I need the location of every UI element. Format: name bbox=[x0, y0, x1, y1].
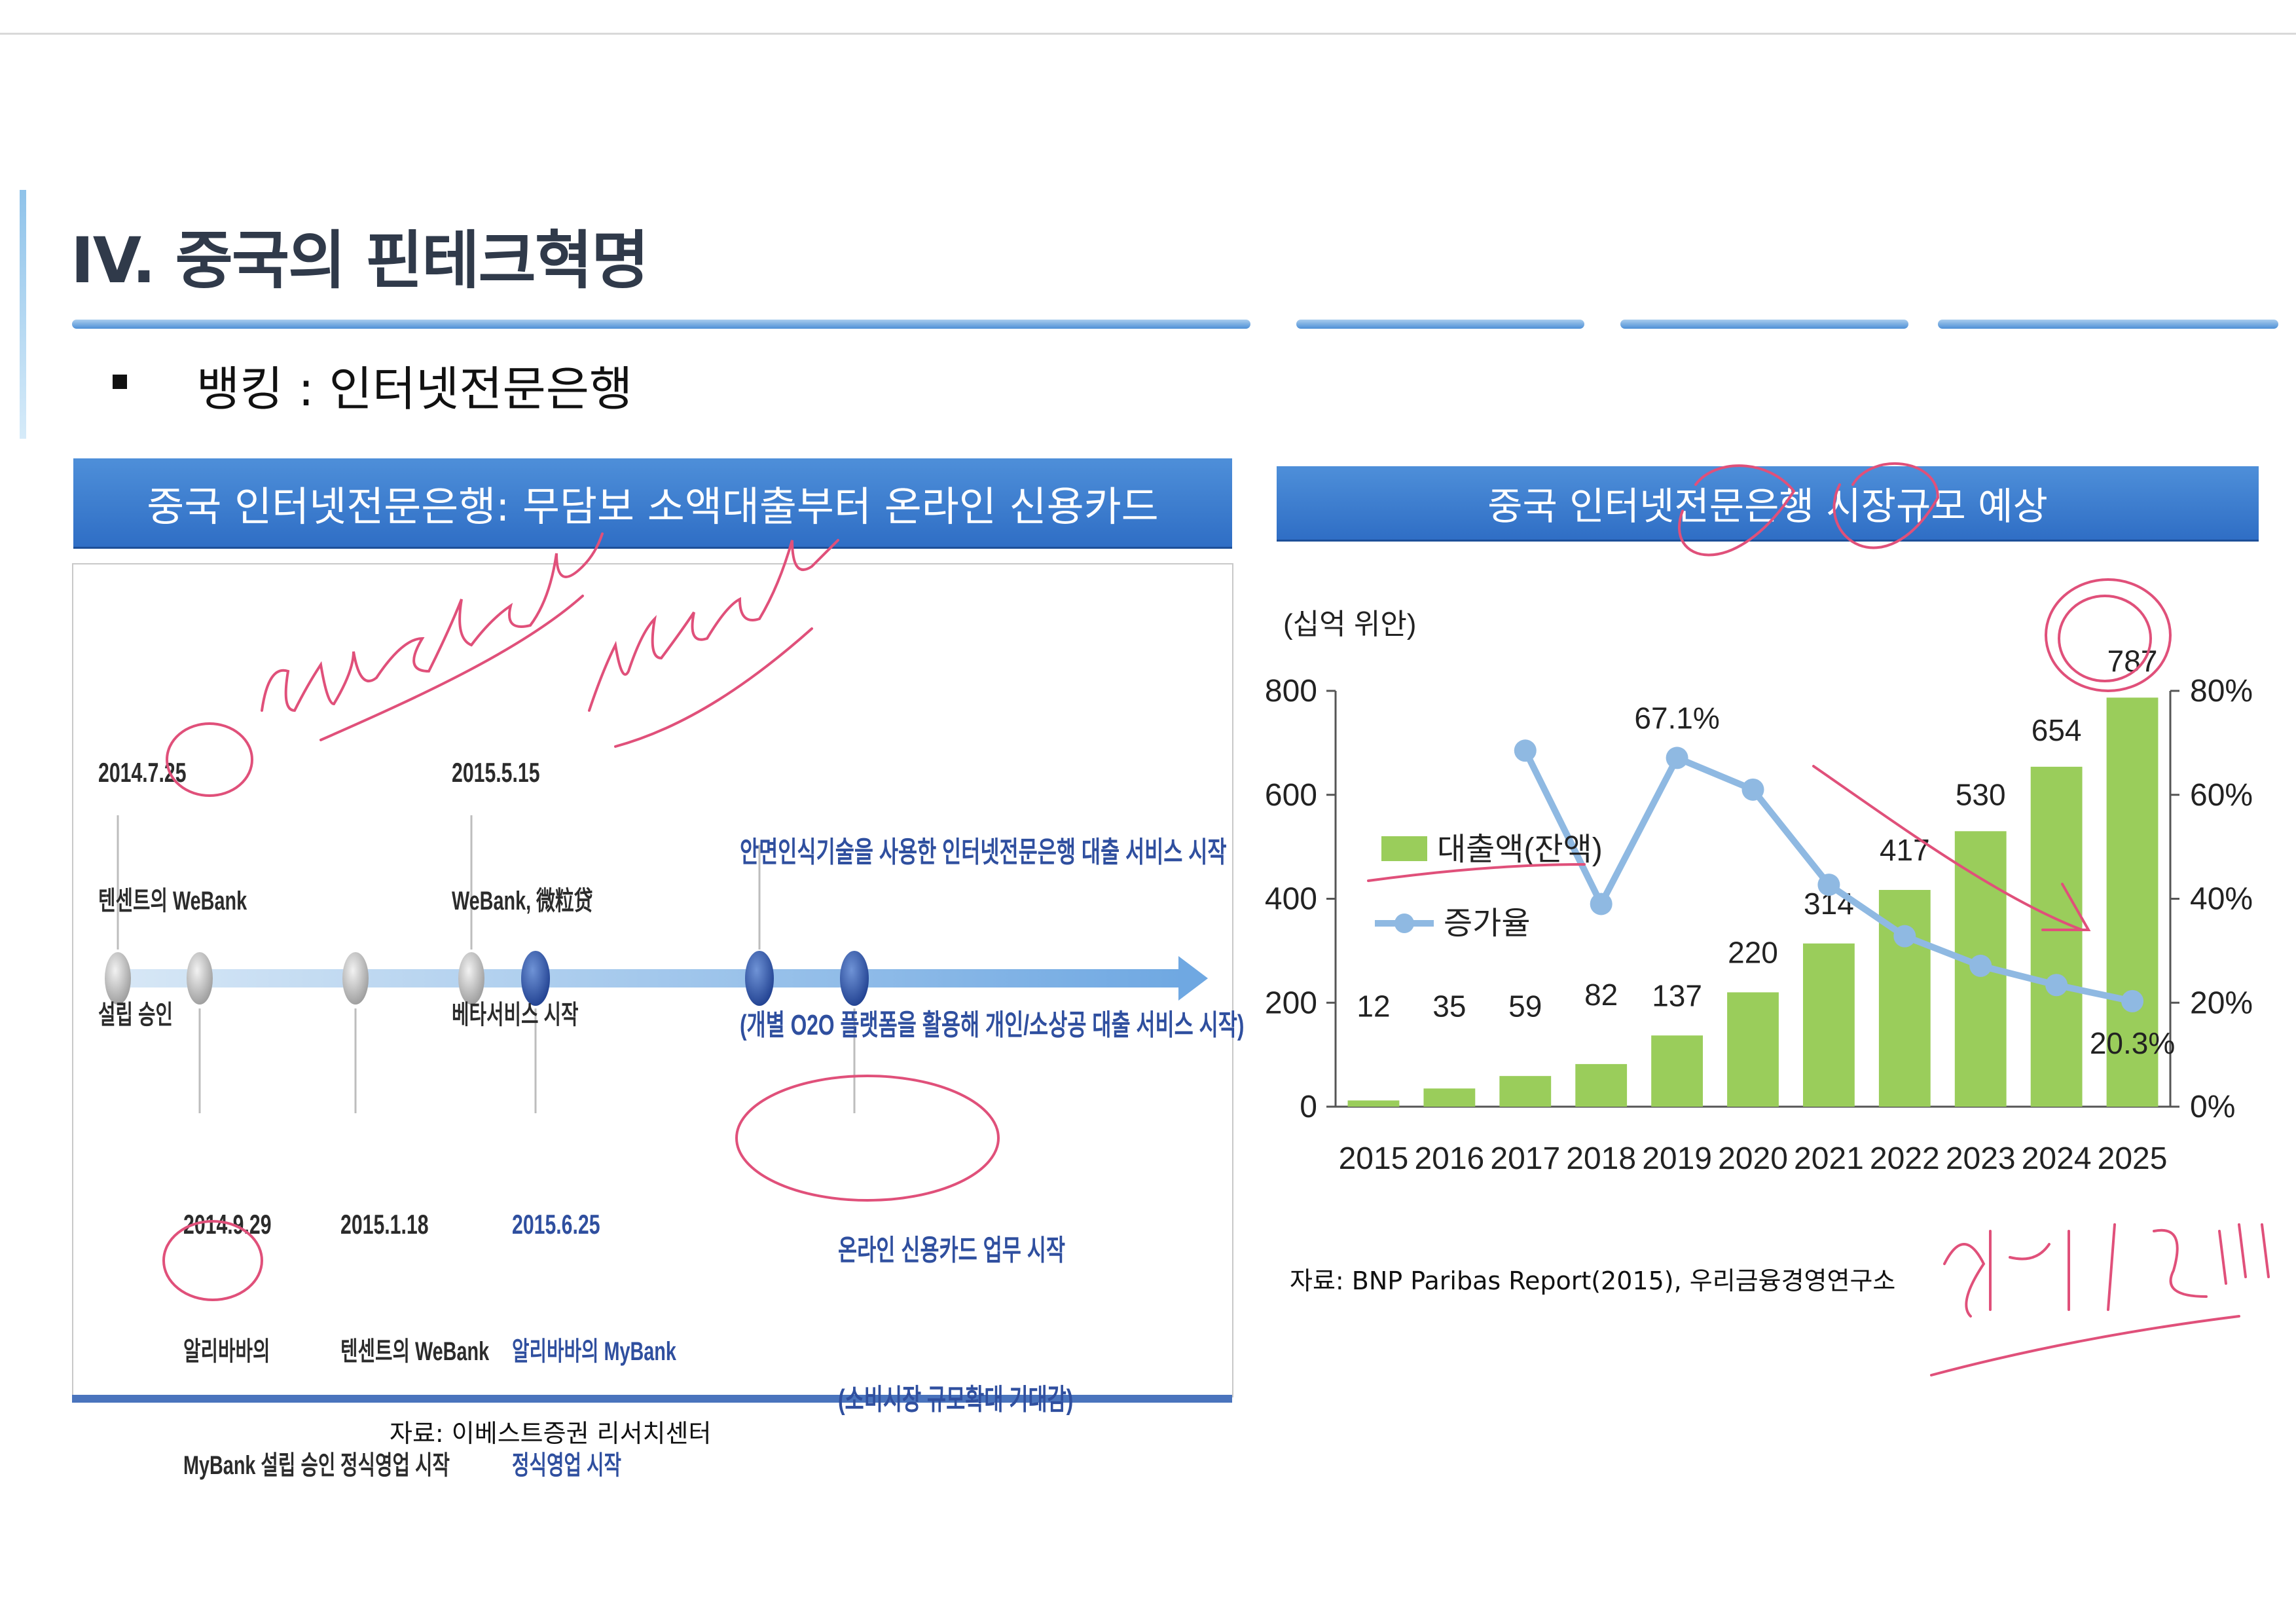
x-tick-label: 2022 bbox=[1870, 1141, 1940, 1176]
growth-rate-point bbox=[1590, 893, 1613, 915]
bar-data-label: 654 bbox=[2032, 713, 2082, 747]
x-tick-label: 2019 bbox=[1642, 1141, 1712, 1176]
y-tick-label-right: 40% bbox=[2190, 882, 2253, 917]
growth-rate-point bbox=[2045, 974, 2068, 997]
growth-rate-point bbox=[1893, 925, 1916, 948]
bar bbox=[1803, 943, 1855, 1107]
timeline-node bbox=[187, 952, 213, 1005]
y-tick-label-left: 600 bbox=[1265, 778, 1317, 813]
x-tick-label: 2018 bbox=[1566, 1141, 1636, 1176]
legend-label-line: 증가율 bbox=[1444, 906, 1530, 941]
bar bbox=[1651, 1035, 1703, 1107]
y-tick-label-right: 0% bbox=[2190, 1090, 2235, 1124]
growth-rate-label: 67.1% bbox=[1634, 701, 1719, 735]
bar-data-label: 417 bbox=[1880, 833, 1930, 867]
event-top-3: 안면인식기술을 사용한 인터넷전문은행 대출 서비스 시작 (개별 O2O 플랫… bbox=[740, 836, 1245, 1041]
timeline-node bbox=[105, 952, 131, 1005]
timeline-node bbox=[458, 952, 484, 1005]
event-bottom-4: 온라인 신용카드 업무 시작 (소비시장 규모확대 기대감) bbox=[838, 1234, 1074, 1416]
title-underline-seg bbox=[1938, 320, 2278, 329]
timeline-axis bbox=[111, 969, 1185, 987]
bar bbox=[1499, 1076, 1552, 1107]
x-tick-label: 2024 bbox=[2022, 1141, 2092, 1176]
event-bottom-2: 2015.1.18 텐센트의 WeBank 정식영업 시작 bbox=[340, 1209, 490, 1480]
legend-swatch-bar bbox=[1381, 836, 1427, 861]
bar-data-label: 12 bbox=[1357, 989, 1390, 1023]
left-source: 자료: 이베스트증권 리서치센터 bbox=[390, 1419, 712, 1448]
page-title: IV. 중국의 핀테크혁명 bbox=[71, 224, 649, 297]
bar bbox=[1727, 992, 1779, 1107]
right-source: 자료: BNP Paribas Report(2015), 우리금융경영연구소 bbox=[1290, 1266, 1896, 1295]
bullet-square-icon bbox=[113, 375, 127, 389]
bar-data-label: 530 bbox=[1956, 777, 2006, 811]
y-tick-label-left: 200 bbox=[1265, 986, 1317, 1020]
top-rule bbox=[0, 33, 2296, 35]
y-tick-label-right: 80% bbox=[2190, 674, 2253, 709]
y-tick-label-right: 60% bbox=[2190, 778, 2253, 813]
event-top-2: 2015.5.15 WeBank, 微粒贷 베타서비스 시작 bbox=[452, 757, 593, 1029]
growth-rate-point bbox=[1741, 778, 1764, 801]
y-tick-label-left: 400 bbox=[1265, 882, 1317, 917]
growth-rate-point bbox=[1817, 874, 1840, 896]
growth-rate-point bbox=[1514, 739, 1537, 762]
left-accent-bar bbox=[20, 190, 26, 439]
bar-data-label: 59 bbox=[1508, 989, 1542, 1023]
y-tick-label-right: 20% bbox=[2190, 986, 2253, 1020]
title-underline-seg bbox=[1296, 320, 1584, 329]
bar-data-label: 220 bbox=[1728, 935, 1778, 969]
bar-data-label: 82 bbox=[1584, 978, 1618, 1012]
x-tick-label: 2025 bbox=[2098, 1141, 2168, 1176]
timeline-node bbox=[342, 952, 369, 1005]
x-tick-label: 2021 bbox=[1794, 1141, 1864, 1176]
growth-rate-label: 20.3% bbox=[2090, 1026, 2175, 1060]
y-axis-unit-label: (십억 위안) bbox=[1283, 608, 1416, 640]
bar bbox=[2106, 697, 2159, 1107]
timeline-node bbox=[840, 951, 869, 1006]
bar bbox=[1575, 1063, 1628, 1107]
panel-bottom-border bbox=[72, 1395, 1232, 1403]
bar-data-label: 787 bbox=[2107, 644, 2158, 678]
growth-rate-point bbox=[2121, 989, 2144, 1012]
legend-swatch-point bbox=[1394, 913, 1414, 933]
timeline-arrow-head bbox=[1178, 956, 1208, 1001]
bar-data-label: 137 bbox=[1652, 978, 1702, 1012]
title-underline-seg bbox=[1620, 320, 1908, 329]
bar bbox=[2030, 766, 2083, 1107]
x-tick-label: 2020 bbox=[1718, 1141, 1788, 1176]
title-underline bbox=[72, 320, 1250, 329]
event-bottom-3: 2015.6.25 알리바바의 MyBank 정식영업 시작 bbox=[512, 1209, 676, 1480]
left-panel-banner: 중국 인터넷전문은행: 무담보 소액대출부터 온라인 신용카드 bbox=[73, 458, 1232, 547]
x-tick-label: 2016 bbox=[1414, 1141, 1484, 1176]
timeline-node bbox=[521, 951, 550, 1006]
timeline-node bbox=[745, 951, 774, 1006]
bar bbox=[1347, 1100, 1400, 1107]
growth-rate-point bbox=[1969, 954, 1992, 977]
x-tick-label: 2023 bbox=[1946, 1141, 2016, 1176]
y-tick-label-left: 0 bbox=[1300, 1090, 1317, 1124]
y-tick-label-left: 800 bbox=[1265, 674, 1317, 709]
x-tick-label: 2017 bbox=[1490, 1141, 1560, 1176]
section-subtitle: 뱅킹 : 인터넷전문은행 bbox=[196, 361, 633, 416]
x-tick-label: 2015 bbox=[1339, 1141, 1409, 1176]
legend-label-bar: 대출액(잔액) bbox=[1437, 832, 1603, 867]
bar bbox=[1423, 1088, 1476, 1107]
bar-data-label: 35 bbox=[1432, 989, 1466, 1023]
growth-rate-point bbox=[1666, 747, 1688, 769]
